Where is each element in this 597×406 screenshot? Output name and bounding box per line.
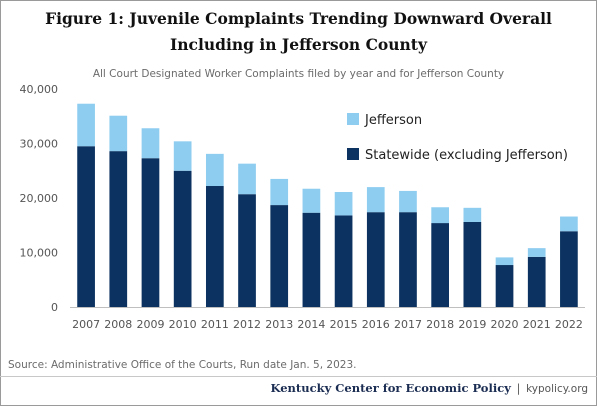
- x-tick-label: 2020: [491, 318, 519, 331]
- x-tick-label: 2013: [265, 318, 293, 331]
- legend-swatch: [347, 148, 359, 160]
- x-tick-label: 2017: [394, 318, 422, 331]
- bar-jefferson-2011: [205, 153, 224, 187]
- bar-jefferson-2017: [399, 190, 417, 213]
- bar-statewide-2010: [173, 170, 192, 307]
- bar-statewide-2019: [463, 221, 482, 307]
- bar-statewide-2012: [238, 194, 256, 307]
- figure-subtitle: All Court Designated Worker Complaints f…: [92, 68, 505, 80]
- bar-jefferson-2022: [560, 216, 578, 232]
- bar-statewide-2018: [431, 223, 449, 307]
- bar-jefferson-2013: [270, 178, 289, 206]
- footer-credit: Kentucky Center for Economic Policy | ky…: [271, 381, 589, 395]
- y-tick-label: 10,000: [20, 247, 59, 260]
- bar-statewide-2009: [141, 158, 160, 307]
- bar-jefferson-2014: [302, 188, 321, 213]
- bar-jefferson-2009: [141, 128, 160, 159]
- bar-statewide-2022: [560, 231, 578, 307]
- bar-jefferson-2008: [109, 115, 128, 152]
- bar-jefferson-2018: [431, 207, 449, 224]
- bar-statewide-2021: [527, 256, 546, 307]
- y-tick-label: 40,000: [20, 83, 59, 96]
- bar-jefferson-2007: [77, 103, 95, 147]
- bar-jefferson-2020: [495, 257, 514, 266]
- bar-jefferson-2021: [527, 248, 546, 257]
- bar-statewide-2020: [495, 265, 514, 307]
- y-tick-label: 30,000: [20, 138, 59, 151]
- x-tick-label: 2014: [297, 318, 325, 331]
- x-tick-label: 2011: [201, 318, 229, 331]
- legend-swatch: [347, 113, 359, 125]
- bar-statewide-2014: [302, 212, 321, 307]
- x-axis: 2007 2008 2009 2010 2011 2012 2013 2014 2015 2016…: [70, 307, 585, 331]
- legend-label: Jefferson: [364, 113, 422, 128]
- x-tick-label: 2022: [555, 318, 583, 331]
- x-tick-label: 2012: [233, 318, 261, 331]
- bar-statewide-2007: [77, 146, 95, 307]
- x-tick-label: 2008: [104, 318, 132, 331]
- bar-jefferson-2010: [173, 141, 192, 171]
- bar-jefferson-2019: [463, 207, 482, 222]
- y-tick-label: 20,000: [20, 192, 59, 205]
- footer-divider: [0, 376, 597, 377]
- x-tick-label: 2007: [72, 318, 100, 331]
- bar-statewide-2015: [334, 215, 353, 307]
- x-tick-label: 2015: [330, 318, 358, 331]
- y-tick-label: 0: [51, 301, 58, 314]
- figure-title-line-2: Including in Jefferson County: [170, 35, 427, 54]
- bar-statewide-2016: [366, 212, 385, 307]
- bar-statewide-2008: [109, 151, 128, 307]
- bar-statewide-2011: [205, 186, 224, 307]
- x-tick-label: 2019: [458, 318, 486, 331]
- legend-label: Statewide (excluding Jefferson): [365, 148, 568, 163]
- footer-link[interactable]: kypolicy.org: [526, 383, 588, 395]
- legend: Jefferson Statewide (excluding Jefferson): [347, 113, 568, 163]
- bar-statewide-2017: [399, 212, 417, 307]
- footer-org: Kentucky Center for Economic Policy: [270, 381, 511, 395]
- x-tick-label: 2009: [136, 318, 164, 331]
- x-tick-label: 2010: [169, 318, 197, 331]
- bar-statewide-2013: [270, 205, 289, 307]
- bar-jefferson-2012: [238, 163, 256, 195]
- bar-jefferson-2016: [366, 187, 385, 213]
- source-note: Source: Administrative Office of the Cou…: [8, 359, 357, 371]
- x-tick-label: 2016: [362, 318, 390, 331]
- y-axis: 0 10,000 20,000 30,000 40,000: [20, 83, 59, 314]
- figure-title-line-1: Figure 1: Juvenile Complaints Trending D…: [45, 9, 552, 28]
- bar-jefferson-2015: [334, 192, 353, 216]
- x-tick-label: 2021: [523, 318, 551, 331]
- bars: [77, 103, 578, 307]
- footer-separator: |: [516, 381, 521, 395]
- x-tick-label: 2018: [426, 318, 454, 331]
